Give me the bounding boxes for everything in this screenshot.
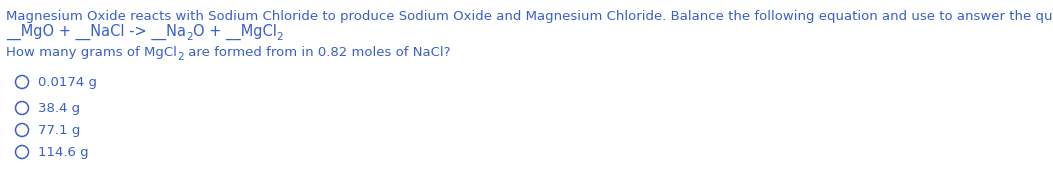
- Text: 38.4 g: 38.4 g: [38, 102, 80, 115]
- Text: are formed from in 0.82 moles of NaCl?: are formed from in 0.82 moles of NaCl?: [183, 46, 450, 59]
- Text: 2: 2: [277, 32, 283, 42]
- Text: __MgO + __NaCl -> __Na: __MgO + __NaCl -> __Na: [6, 24, 186, 40]
- Text: O + __MgCl: O + __MgCl: [193, 24, 277, 40]
- Text: 2: 2: [177, 52, 183, 62]
- Text: 114.6 g: 114.6 g: [38, 146, 88, 159]
- Text: How many grams of MgCl: How many grams of MgCl: [6, 46, 177, 59]
- Text: 2: 2: [186, 32, 193, 42]
- Text: 77.1 g: 77.1 g: [38, 124, 80, 137]
- Text: 0.0174 g: 0.0174 g: [38, 76, 97, 89]
- Text: Magnesium Oxide reacts with Sodium Chloride to produce Sodium Oxide and Magnesiu: Magnesium Oxide reacts with Sodium Chlor…: [6, 10, 1053, 23]
